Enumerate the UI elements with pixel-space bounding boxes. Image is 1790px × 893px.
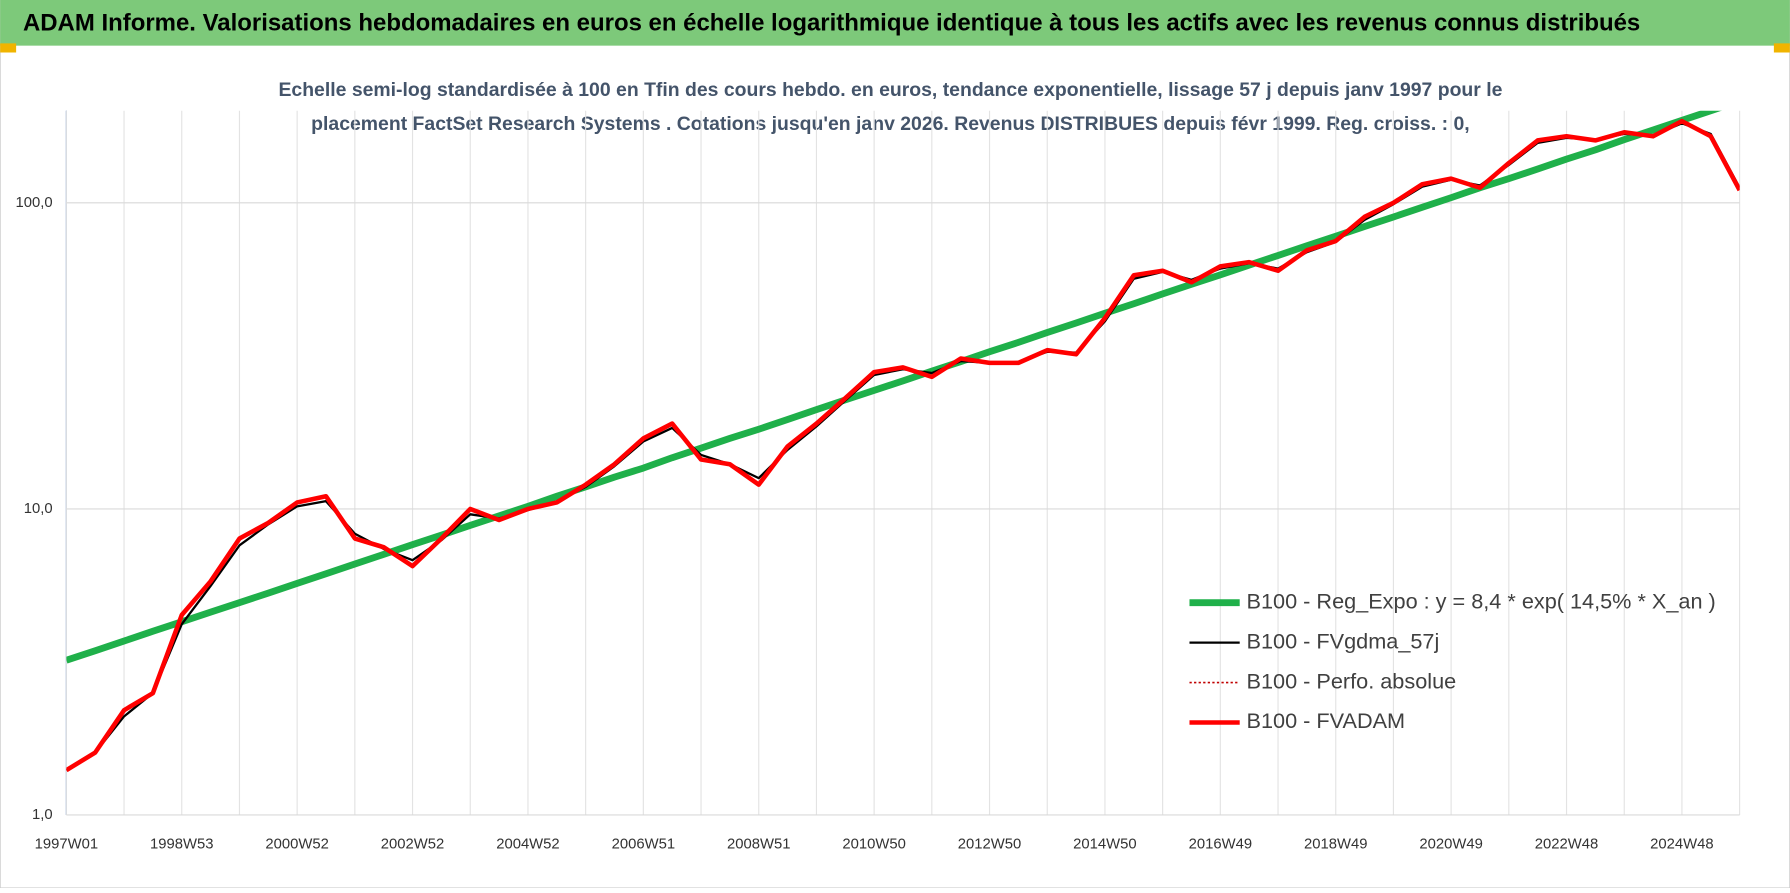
- title-bar: [0, 0, 1790, 46]
- series-line: [66, 118, 1740, 773]
- x-tick-label: 1997W01: [35, 837, 98, 853]
- chart-subtitle: Echelle semi-log standardisée à 100 en T…: [278, 78, 1503, 135]
- subtitle-box: Echelle semi-log standardisée à 100 en T…: [278, 78, 1503, 135]
- x-tick-label: 1998W53: [150, 837, 213, 853]
- y-tick-label: 10,0: [24, 501, 53, 517]
- series-line: [66, 110, 1722, 664]
- x-tick-label: 2006W51: [612, 837, 675, 853]
- x-tick-label: 2000W52: [265, 837, 328, 853]
- x-tick-label: 2002W52: [381, 837, 444, 853]
- y-tick-label: 100,0: [16, 195, 53, 211]
- legend-label: B100 - FVADAM: [1247, 708, 1406, 733]
- chart-title: ADAM Informe. Valorisations hebdomadaire…: [23, 9, 1640, 36]
- x-tick-label: 2012W50: [958, 837, 1021, 853]
- x-tick-label: 2022W48: [1535, 837, 1598, 853]
- legend-label: B100 - Perfo. absolue: [1247, 668, 1457, 693]
- x-tick-label: 2014W50: [1073, 837, 1136, 853]
- x-tick-label: 2024W48: [1650, 837, 1713, 853]
- corner: [0, 43, 17, 53]
- x-tick-label: 2018W49: [1304, 837, 1367, 853]
- x-tick-label: 2020W49: [1419, 837, 1482, 853]
- legend-label: B100 - FVgdma_57j: [1247, 628, 1440, 653]
- legend-label: B100 - Reg_Expo : y = 8,4 * exp( 14,5% *…: [1247, 588, 1716, 613]
- x-tick-label: 2016W49: [1189, 837, 1252, 853]
- x-tick-label: 2010W50: [842, 837, 905, 853]
- x-tick-label: 2004W52: [496, 837, 559, 853]
- corner: [1773, 43, 1790, 53]
- y-tick-label: 1,0: [32, 807, 53, 823]
- x-tick-label: 2008W51: [727, 837, 790, 853]
